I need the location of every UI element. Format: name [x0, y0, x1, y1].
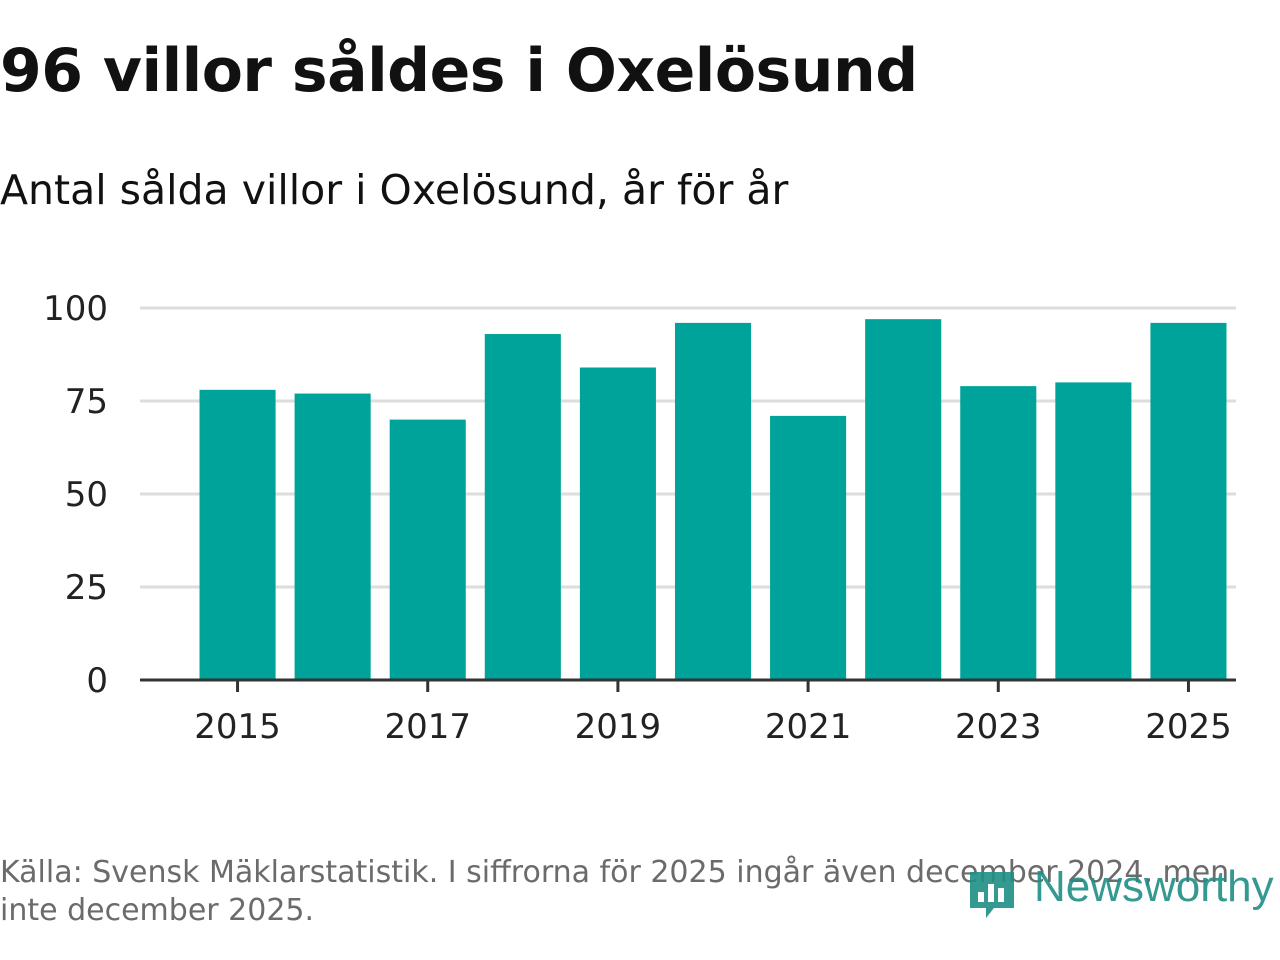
bar-2015 — [199, 389, 276, 680]
chart-subtitle: Antal sålda villor i Oxelösund, år för å… — [0, 166, 789, 214]
x-tick-label: 2021 — [765, 707, 852, 747]
x-tick-label: 2015 — [194, 707, 281, 747]
y-tick-label: 25 — [65, 568, 108, 608]
bar-2020 — [674, 322, 752, 680]
newsworthy-logo[interactable]: Newsworthy — [964, 862, 1280, 932]
bars — [199, 319, 1227, 680]
bar-2024 — [1055, 382, 1132, 680]
y-tick-label: 75 — [65, 382, 108, 422]
bar-2018 — [484, 334, 561, 680]
newsworthy-logo-icon — [970, 872, 1014, 918]
bar-2023 — [960, 386, 1037, 680]
bar-2022 — [865, 319, 942, 680]
axes: 0 25 50 75 100 2015 2017 2019 2021 2023 2025 — [43, 289, 1236, 747]
x-tick-label: 2023 — [955, 707, 1042, 747]
y-tick-label: 100 — [43, 289, 108, 329]
y-tick-label: 0 — [86, 661, 108, 701]
bar-2021 — [770, 415, 847, 680]
bar-chart: 0 25 50 75 100 2015 2017 2019 2021 2023 2025 — [43, 289, 1236, 747]
y-tick-label: 50 — [65, 475, 108, 515]
x-tick-label: 2017 — [384, 707, 471, 747]
x-tick-label: 2019 — [575, 707, 662, 747]
x-tick-label: 2025 — [1145, 707, 1232, 747]
bar-2025 — [1150, 322, 1227, 680]
bar-2019 — [579, 367, 656, 680]
source-note: Källa: Svensk Mäklarstatistik. I siffror… — [0, 855, 1230, 928]
bar-2016 — [294, 393, 371, 680]
bar-2017 — [389, 419, 466, 680]
logo-text: Newsworthy — [1034, 862, 1274, 911]
chart-title: 96 villor såldes i Oxelösund — [0, 36, 918, 106]
